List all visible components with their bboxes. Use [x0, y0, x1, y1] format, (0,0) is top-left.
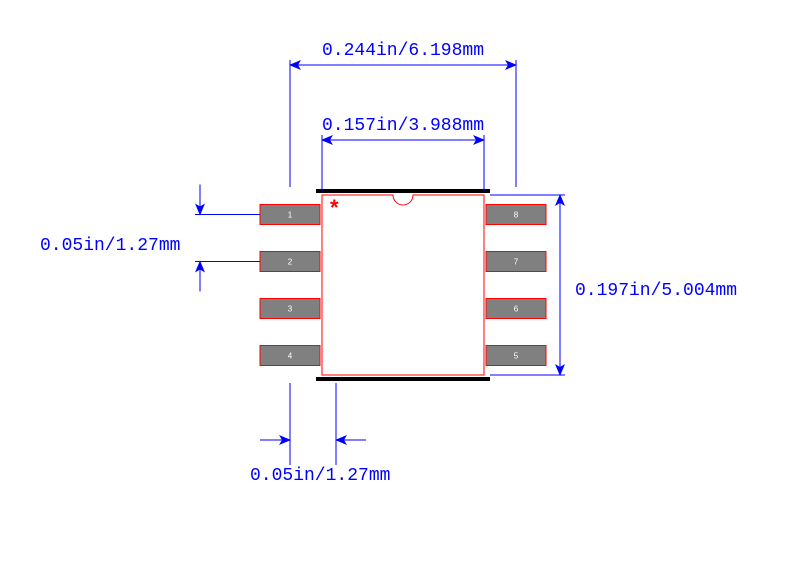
dim-label-pitch: 0.05in/1.27mm	[40, 236, 180, 256]
dim-label: 0.157in/3.988mm	[322, 116, 484, 136]
dimensions: 0.244in/6.198mm 0.157in/3.988mm 0.05in/1.2…	[40, 41, 737, 486]
dim-label-padoffset: 0.05in/1.27mm	[250, 466, 390, 486]
silkscreen-lines	[316, 191, 490, 379]
pad-number-6: 6	[514, 305, 519, 314]
pad-number-7: 7	[514, 258, 519, 267]
pad-outlines	[260, 205, 546, 366]
pad-number-8: 8	[514, 211, 519, 220]
pads: 1 2 3 4 8 7 6 5	[260, 205, 546, 366]
pin1-marker: *	[330, 195, 339, 220]
package-outline	[322, 195, 484, 375]
footprint-drawing: 1 2 3 4 8 7 6 5 * 0.244in/6.198mm 0.157in/3.988m…	[0, 0, 800, 565]
pad-number-5: 5	[514, 352, 519, 361]
pad-number-3: 3	[288, 305, 293, 314]
pad-number-2: 2	[288, 258, 293, 267]
dim-label: 0.244in/6.198mm	[322, 41, 484, 61]
dim-label-height: 0.197in/5.004mm	[575, 281, 737, 301]
pad-number-1: 1	[288, 211, 293, 220]
pad-number-4: 4	[288, 352, 293, 361]
